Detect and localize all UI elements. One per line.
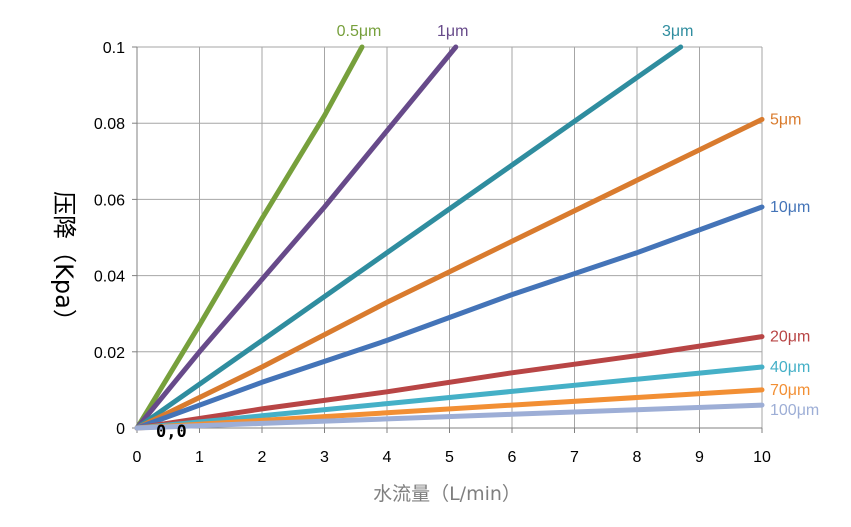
y-tick-label: 0.04 [94, 269, 125, 286]
x-tick-label: 0 [133, 449, 142, 466]
series-labels: 0.5μm 1μm 3μm 5μm 10μm 20μm 40μm 70μm 100μm [337, 23, 820, 419]
x-tick-label: 5 [445, 449, 454, 466]
series-line-8 [134, 402, 765, 431]
series-line-5 [134, 334, 765, 431]
x-tick-label: 3 [320, 449, 329, 466]
series-line-3 [134, 116, 765, 431]
axes: 0 1 2 3 4 5 6 7 8 9 10 0 0.02 0.04 0.06 0.08 0.1 [94, 40, 771, 466]
origin-annotation: 0,0 [156, 422, 187, 442]
y-tick-label: 0 [116, 421, 125, 438]
series-label-4: 10μm [770, 199, 810, 216]
series-label-0: 0.5μm [337, 23, 382, 40]
x-axis-title: 水流量（L/min） [373, 483, 521, 505]
series-label-3: 5μm [770, 111, 801, 128]
series-label-5: 20μm [770, 329, 810, 346]
y-tick-label: 0.06 [94, 192, 125, 209]
x-tick-label: 6 [508, 449, 517, 466]
x-tick-label: 2 [258, 449, 267, 466]
y-tick-label: 0.1 [103, 40, 125, 57]
series-line-2 [134, 44, 684, 431]
x-tick-label: 9 [695, 449, 704, 466]
series-line-1 [134, 44, 459, 431]
x-tick-label: 8 [633, 449, 642, 466]
x-tick-label: 4 [383, 449, 392, 466]
series-label-1: 1μm [437, 23, 468, 40]
series-label-2: 3μm [662, 23, 693, 40]
series-label-7: 70μm [770, 382, 810, 399]
series-line-4 [134, 204, 765, 431]
series-lines [134, 44, 765, 431]
x-tick-label: 10 [753, 449, 771, 466]
series-line-0 [134, 44, 365, 431]
y-tick-label: 0.08 [94, 116, 125, 133]
x-tick-label: 7 [570, 449, 579, 466]
series-line-6 [134, 364, 765, 431]
y-tick-label: 0.02 [94, 345, 125, 362]
y-axis-title: 压降（Kpa） [50, 191, 78, 333]
x-tick-label: 1 [195, 449, 204, 466]
series-label-8: 100μm [770, 402, 819, 419]
grid [136, 46, 763, 429]
series-label-6: 40μm [770, 359, 810, 376]
